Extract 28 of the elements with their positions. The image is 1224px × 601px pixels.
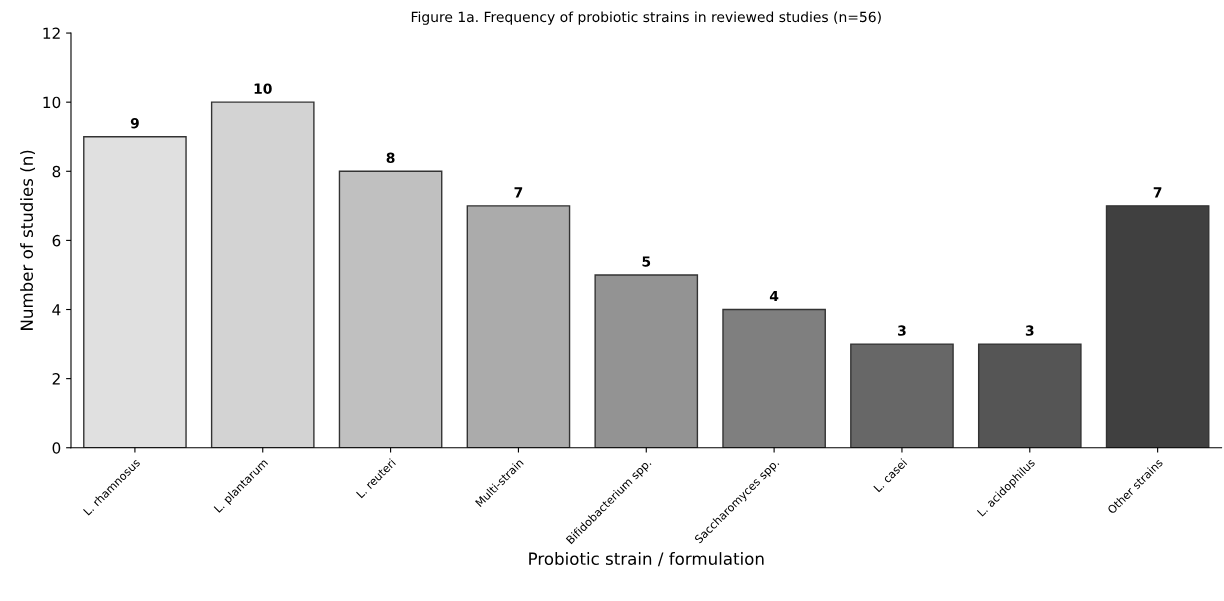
- bar: [722, 308, 826, 448]
- bar: [1105, 205, 1210, 448]
- chart-title: Figure 1a. Frequency of probiotic strains in reviewed studies (n=56): [411, 11, 881, 25]
- bar: [466, 205, 571, 448]
- data-label: 5: [642, 256, 651, 267]
- data-label: 3: [1025, 325, 1034, 336]
- bar: [83, 136, 187, 448]
- data-label: 10: [254, 83, 272, 94]
- bar: [594, 274, 699, 448]
- data-label: 7: [514, 187, 523, 198]
- y-tick-label: 2: [52, 373, 60, 385]
- y-tick-label: 12: [43, 27, 60, 39]
- bar: [977, 343, 1082, 448]
- data-label: 4: [769, 290, 779, 302]
- y-tick-label: 10: [43, 96, 61, 109]
- y-axis-title: Number of studies (n): [20, 150, 36, 330]
- y-tick-label: 6: [52, 234, 61, 247]
- data-label: 7: [1153, 187, 1162, 198]
- data-label: 3: [898, 325, 906, 336]
- y-tick-label: 0: [52, 442, 61, 454]
- bar: [338, 170, 443, 448]
- data-label: 8: [386, 152, 395, 164]
- data-label: 9: [130, 117, 139, 129]
- y-tick-label: 4: [52, 304, 61, 316]
- bar: [850, 343, 954, 448]
- x-axis-title: Probiotic strain / formulation: [529, 552, 764, 567]
- bar: [210, 101, 315, 448]
- y-tick-label: 8: [52, 165, 61, 178]
